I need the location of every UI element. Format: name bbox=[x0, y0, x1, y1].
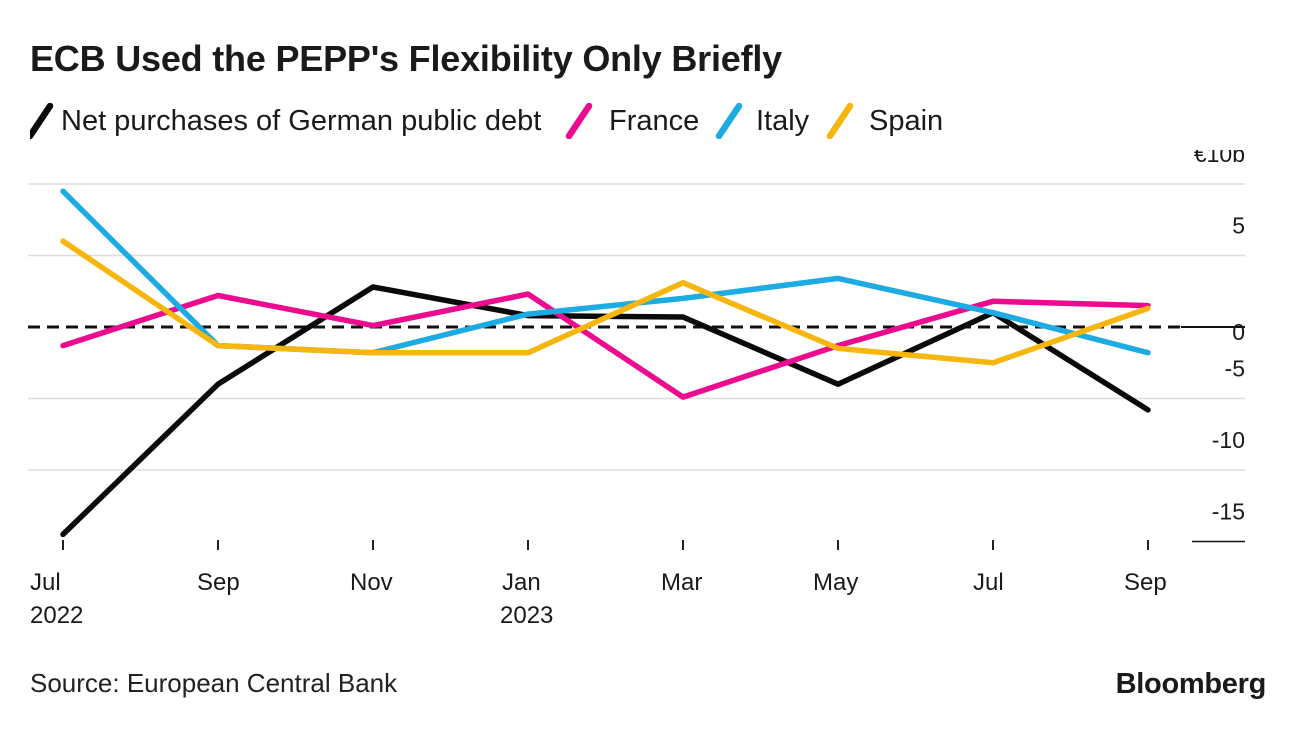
svg-text:-15: -15 bbox=[1212, 499, 1245, 525]
svg-text:Spain: Spain bbox=[869, 105, 943, 137]
svg-text:2023: 2023 bbox=[500, 602, 553, 629]
svg-text:-10: -10 bbox=[1212, 427, 1245, 453]
svg-text:Mar: Mar bbox=[661, 569, 702, 596]
svg-text:Sep: Sep bbox=[1124, 569, 1167, 596]
svg-text:-5: -5 bbox=[1225, 356, 1245, 382]
svg-text:Jul: Jul bbox=[973, 569, 1004, 596]
svg-text:France: France bbox=[609, 105, 699, 137]
svg-text:Jan: Jan bbox=[502, 569, 541, 596]
svg-text:0: 0 bbox=[1232, 319, 1245, 345]
svg-text:Nov: Nov bbox=[350, 569, 393, 596]
svg-text:5: 5 bbox=[1232, 213, 1245, 239]
svg-text:€10b: €10b bbox=[1194, 150, 1245, 167]
svg-text:Net purchases of German public: Net purchases of German public debt bbox=[61, 105, 541, 137]
svg-text:2022: 2022 bbox=[30, 602, 83, 629]
svg-text:May: May bbox=[813, 569, 858, 596]
svg-text:Sep: Sep bbox=[197, 569, 240, 596]
svg-text:Italy: Italy bbox=[756, 105, 810, 137]
svg-text:Jul: Jul bbox=[30, 569, 61, 596]
